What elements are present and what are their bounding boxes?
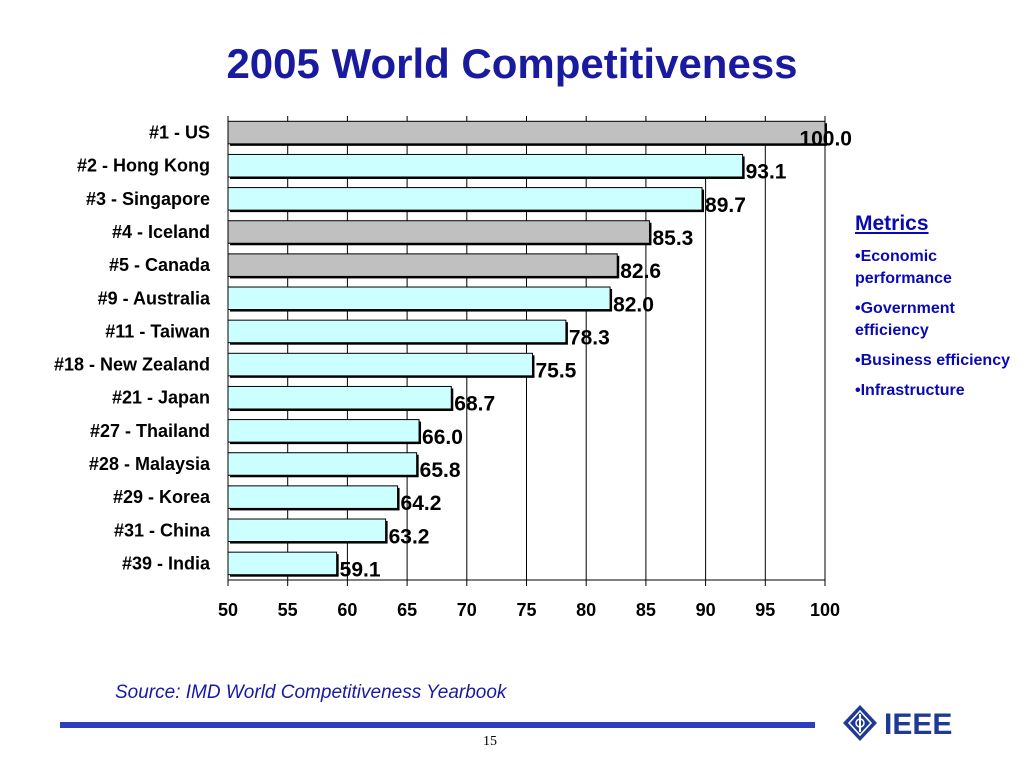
metrics-item: •Economic performance: [855, 248, 952, 287]
x-tick-label: 50: [218, 600, 238, 620]
data-label: 82.0: [613, 293, 654, 316]
data-label: 100.0: [799, 128, 852, 151]
x-tick-label: 60: [337, 600, 357, 620]
data-label: 82.6: [620, 260, 661, 283]
x-tick-label: 65: [397, 600, 417, 620]
category-label: #27 - Thailand: [90, 421, 210, 441]
axes: 50 55 60 65 70 75 80 85 90 95 100: [218, 116, 840, 620]
category-label: #5 - Canada: [109, 255, 211, 275]
category-label: #28 - Malaysia: [89, 454, 211, 474]
x-tick-label: 100: [810, 600, 840, 620]
category-label: #3 - Singapore: [86, 189, 210, 209]
data-label: 85.3: [652, 227, 693, 250]
x-tick-label: 75: [516, 600, 536, 620]
bar: [227, 153, 744, 178]
category-label: #9 - Australia: [98, 288, 211, 308]
category-label: #29 - Korea: [113, 487, 211, 507]
category-label: #4 - Iceland: [112, 222, 210, 242]
bar: [227, 319, 567, 344]
data-label: 75.5: [535, 360, 576, 383]
category-label: #18 - New Zealand: [54, 355, 210, 375]
bar: [227, 352, 533, 377]
category-label: #11 - Taiwan: [105, 321, 210, 341]
x-tick-label: 55: [278, 600, 298, 620]
bar-chart: #1 - US 100.0 #2 - Hong Kong 93.1 #3 - Singa…: [54, 116, 852, 620]
category-label: #39 - India: [122, 553, 211, 573]
data-label: 68.7: [454, 393, 495, 416]
bar: [227, 419, 420, 443]
metrics-item: •Business efficiency: [855, 352, 1010, 369]
x-tick-label: 90: [696, 600, 716, 620]
data-label: 64.2: [401, 492, 442, 515]
category-label: #2 - Hong Kong: [77, 156, 210, 176]
footer-divider: [60, 722, 815, 728]
category-label: #1 - US: [149, 123, 210, 143]
category-label: #21 - Japan: [112, 388, 210, 408]
metrics-panel: Metrics •Economic performance •Governmen…: [855, 212, 1020, 410]
labels: #1 - US 100.0 #2 - Hong Kong 93.1 #3 - Singa…: [54, 123, 852, 582]
bar: [227, 120, 826, 145]
bar: [227, 286, 611, 311]
data-label: 89.7: [705, 194, 746, 217]
data-label: 78.3: [569, 326, 610, 349]
data-label: 93.1: [746, 161, 787, 184]
category-label: #31 - China: [114, 520, 211, 540]
page-number: 15: [483, 734, 497, 749]
source-note: Source: IMD World Competitiveness Yearbo…: [115, 682, 507, 703]
ieee-logo: IEEE: [843, 705, 952, 741]
metrics-list: •Economic performance •Government effici…: [855, 246, 1020, 402]
bar: [227, 253, 618, 277]
metrics-item: •Infrastructure: [855, 382, 965, 399]
metrics-item: •Government efficiency: [855, 300, 955, 339]
metrics-heading: Metrics: [855, 212, 929, 235]
x-tick-label: 80: [576, 600, 596, 620]
bar: [227, 518, 387, 543]
chart-title: 2005 World Competitiveness: [226, 40, 798, 87]
data-label: 65.8: [420, 459, 461, 482]
x-tick-label: 70: [457, 600, 477, 620]
bar: [227, 551, 338, 576]
bar: [227, 485, 399, 509]
data-label: 59.1: [340, 558, 381, 581]
bar: [227, 385, 452, 410]
ieee-logo-text: IEEE: [884, 708, 952, 741]
bar: [227, 452, 418, 476]
bar: [227, 220, 650, 244]
data-label: 63.2: [389, 525, 430, 548]
x-tick-label: 95: [755, 600, 775, 620]
bar: [227, 187, 703, 211]
ieee-diamond-icon: [843, 705, 877, 741]
data-label: 66.0: [422, 426, 463, 449]
bars: [227, 120, 827, 577]
x-tick-label: 85: [636, 600, 656, 620]
